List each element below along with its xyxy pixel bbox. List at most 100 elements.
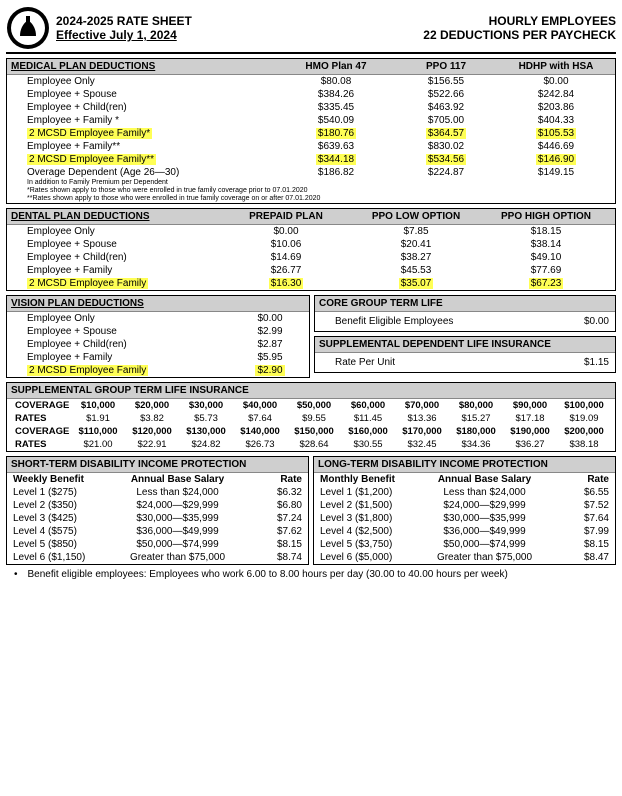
- medical-row-val: $203.86: [501, 102, 611, 113]
- disability-benefit: Level 4 ($2,500): [320, 526, 410, 537]
- dental-row: Employee + Child(ren)$14.69$38.27$49.10: [7, 251, 615, 264]
- medical-subnote: In addition to Family Premium per Depend…: [7, 179, 615, 187]
- deductions-count: 22 DEDUCTIONS PER PAYCHECK: [423, 28, 616, 42]
- sgtl-cell: $190,000: [503, 426, 557, 437]
- medical-row-val: $540.09: [281, 115, 391, 126]
- disability-row: Level 1 ($1,200)Less than $24,000$6.55: [314, 486, 615, 499]
- ltd-panel: LONG-TERM DISABILITY INCOME PROTECTION M…: [313, 456, 616, 565]
- std-title: SHORT-TERM DISABILITY INCOME PROTECTION: [7, 457, 308, 473]
- medical-row-val: $830.02: [391, 141, 501, 152]
- dental-row-val: $16.30: [221, 278, 351, 289]
- vision-row: Employee Only$0.00: [7, 312, 309, 325]
- dental-row-label: Employee + Family: [27, 265, 221, 276]
- sgtl-cell: $140,000: [233, 426, 287, 437]
- sgtl-cell: $5.73: [179, 413, 233, 424]
- sgtl-panel: SUPPLEMENTAL GROUP TERM LIFE INSURANCE C…: [6, 382, 616, 452]
- dental-row: Employee + Family$26.77$45.53$77.69: [7, 264, 615, 277]
- sgtl-title: SUPPLEMENTAL GROUP TERM LIFE INSURANCE: [7, 383, 615, 399]
- dental-row: 2 MCSD Employee Family$16.30$35.07$67.23: [7, 277, 615, 290]
- medical-row-val: $404.33: [501, 115, 611, 126]
- sgtl-cell: $34.36: [449, 439, 503, 450]
- sgtl-cell: $120,000: [125, 426, 179, 437]
- employee-type: HOURLY EMPLOYEES: [423, 14, 616, 28]
- disability-row: Level 2 ($350)$24,000—$29,999$6.80: [7, 499, 308, 512]
- vision-row: Employee + Family$5.95: [7, 351, 309, 364]
- sgtl-cell: $38.18: [557, 439, 611, 450]
- dental-row-val: $20.41: [351, 239, 481, 250]
- medical-row: Employee + Child(ren)$335.45$463.92$203.…: [7, 101, 615, 114]
- medical-row-val: $534.56: [391, 154, 501, 165]
- vision-row-label: Employee + Spouse: [27, 326, 235, 337]
- disability-rate: $6.32: [252, 487, 302, 498]
- medical-col-0: HMO Plan 47: [281, 61, 391, 72]
- vision-row: 2 MCSD Employee Family$2.90: [7, 364, 309, 377]
- medical-row-val: $364.57: [391, 128, 501, 139]
- medical-row-label: Employee Only: [27, 76, 281, 87]
- district-logo: [6, 6, 50, 50]
- medical-row-label: 2 MCSD Employee Family*: [27, 128, 281, 139]
- dental-row-val: $14.69: [221, 252, 351, 263]
- disability-row: Level 3 ($425)$30,000—$35,999$7.24: [7, 512, 308, 525]
- medical-col-1: PPO 117: [391, 61, 501, 72]
- dental-col-1: PPO LOW OPTION: [351, 211, 481, 222]
- dental-row-val: $26.77: [221, 265, 351, 276]
- disability-row: Level 4 ($2,500)$36,000—$49,999$7.99: [314, 525, 615, 538]
- disability-salary: $24,000—$29,999: [103, 500, 252, 511]
- disability-row: Level 6 ($5,000)Greater than $75,000$8.4…: [314, 551, 615, 564]
- sgtl-cell: $26.73: [233, 439, 287, 450]
- disability-benefit: Level 5 ($850): [13, 539, 103, 550]
- medical-row-val: $156.55: [391, 76, 501, 87]
- medical-row-val: $0.00: [501, 76, 611, 87]
- sgtl-cell: $90,000: [503, 400, 557, 411]
- disability-rate: $7.24: [252, 513, 302, 524]
- dental-row-val: $38.27: [351, 252, 481, 263]
- ltd-h2: Annual Base Salary: [410, 474, 559, 485]
- sgtl-cell: $200,000: [557, 426, 611, 437]
- vision-panel: VISION PLAN DEDUCTIONS Employee Only$0.0…: [6, 295, 310, 378]
- disability-benefit: Level 3 ($1,800): [320, 513, 410, 524]
- sgtl-cell: $110,000: [71, 426, 125, 437]
- sgtl-cell: $17.18: [503, 413, 557, 424]
- disability-rate: $6.55: [559, 487, 609, 498]
- disability-benefit: Level 2 ($350): [13, 500, 103, 511]
- supp-dep-life-label: Rate Per Unit: [335, 357, 549, 368]
- sgtl-row: COVERAGE$10,000$20,000$30,000$40,000$50,…: [7, 399, 615, 412]
- dental-panel: DENTAL PLAN DEDUCTIONS PREPAID PLAN PPO …: [6, 208, 616, 291]
- dental-row-val: $7.85: [351, 226, 481, 237]
- vision-row-val: $0.00: [235, 313, 305, 324]
- medical-row-label: Employee + Child(ren): [27, 102, 281, 113]
- sgtl-cell: $70,000: [395, 400, 449, 411]
- vision-row: Employee + Spouse$2.99: [7, 325, 309, 338]
- disability-salary: Greater than $75,000: [103, 552, 252, 563]
- sgtl-cell: $30,000: [179, 400, 233, 411]
- sgtl-cell: $30.55: [341, 439, 395, 450]
- disability-row: Level 4 ($575)$36,000—$49,999$7.62: [7, 525, 308, 538]
- disability-rate: $7.64: [559, 513, 609, 524]
- sgtl-cell: $50,000: [287, 400, 341, 411]
- dental-col-0: PREPAID PLAN: [221, 211, 351, 222]
- sgtl-cell: $160,000: [341, 426, 395, 437]
- disability-salary: Less than $24,000: [410, 487, 559, 498]
- sgtl-cell: $150,000: [287, 426, 341, 437]
- ltd-h3: Rate: [559, 474, 609, 485]
- disability-benefit: Level 6 ($5,000): [320, 552, 410, 563]
- medical-row-val: $105.53: [501, 128, 611, 139]
- medical-row-val: $149.15: [501, 167, 611, 178]
- disability-rate: $8.74: [252, 552, 302, 563]
- sgtl-cell: $130,000: [179, 426, 233, 437]
- std-panel: SHORT-TERM DISABILITY INCOME PROTECTION …: [6, 456, 309, 565]
- sgtl-cell: $1.91: [71, 413, 125, 424]
- disability-salary: $50,000—$74,999: [410, 539, 559, 550]
- disability-rate: $7.52: [559, 500, 609, 511]
- sgtl-cell: $80,000: [449, 400, 503, 411]
- disability-benefit: Level 2 ($1,500): [320, 500, 410, 511]
- sgtl-cell: $22.91: [125, 439, 179, 450]
- medical-row-label: Overage Dependent (Age 26—30): [27, 167, 281, 178]
- dental-row-val: $10.06: [221, 239, 351, 250]
- medical-row-val: $639.63: [281, 141, 391, 152]
- vision-row-val: $2.99: [235, 326, 305, 337]
- medical-row: Employee + Family**$639.63$830.02$446.69: [7, 140, 615, 153]
- medical-row-val: $463.92: [391, 102, 501, 113]
- disability-salary: Greater than $75,000: [410, 552, 559, 563]
- dental-title: DENTAL PLAN DEDUCTIONS: [11, 211, 221, 222]
